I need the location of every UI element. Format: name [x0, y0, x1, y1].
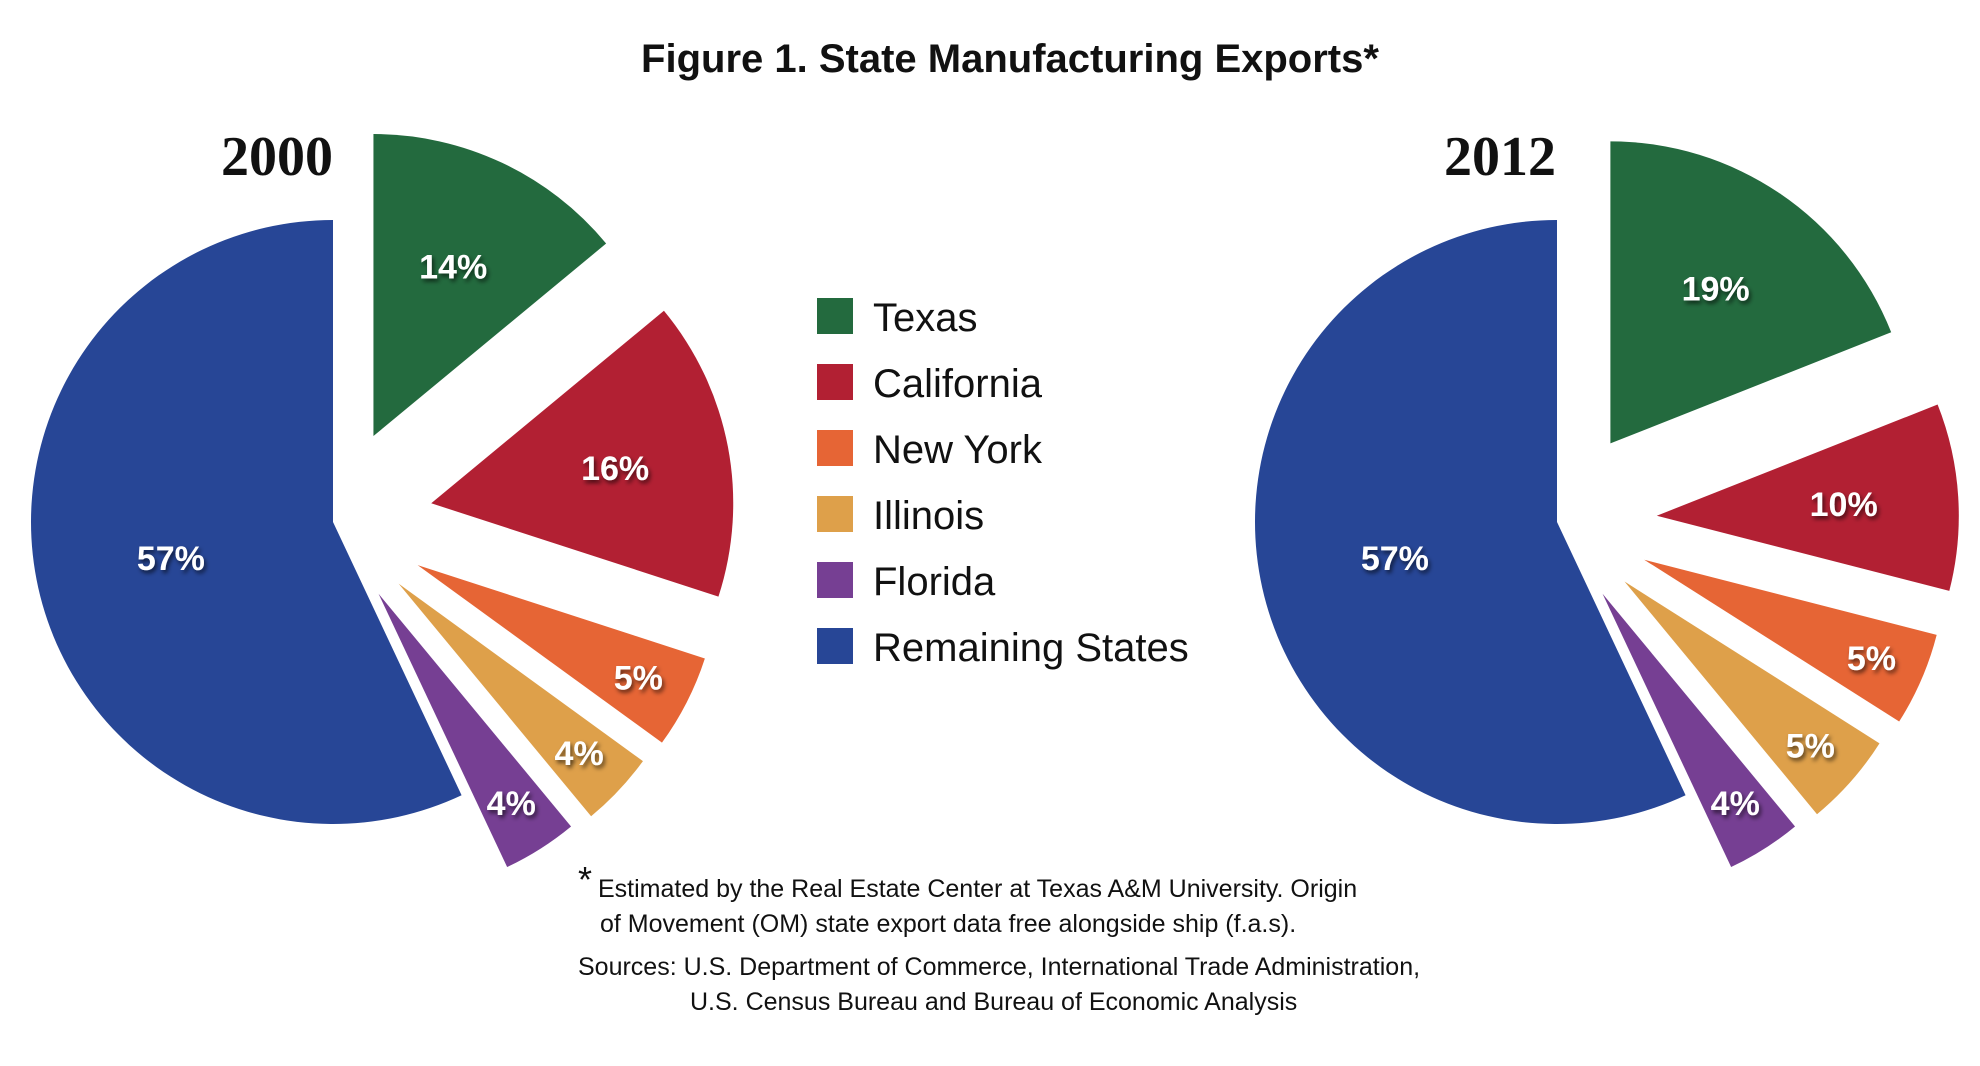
pie-slice-remaining-states — [1254, 220, 1686, 824]
pie-slice-california — [1656, 404, 1959, 591]
legend-label: Texas — [873, 296, 978, 340]
data-label: 19% — [1682, 271, 1750, 309]
data-label: 4% — [1711, 785, 1760, 823]
pie-slice-california — [431, 310, 734, 597]
legend-swatch — [817, 364, 853, 400]
data-label: 16% — [581, 450, 649, 488]
data-label: 57% — [1361, 540, 1429, 578]
data-label: 5% — [1847, 640, 1896, 678]
pie-slice-new-york — [417, 565, 705, 743]
sources-line-1: Sources: U.S. Department of Commerce, In… — [578, 953, 1420, 981]
footnote-asterisk: * — [578, 859, 592, 900]
figure-title: Figure 1. State Manufacturing Exports* — [641, 37, 1379, 81]
legend-label: New York — [873, 428, 1043, 472]
legend-swatch — [817, 298, 853, 334]
data-label: 4% — [555, 735, 604, 773]
data-label: 10% — [1810, 486, 1878, 524]
data-label: 5% — [1786, 727, 1835, 765]
data-label: 5% — [614, 660, 663, 698]
sources-line-2: U.S. Census Bureau and Bureau of Economi… — [690, 988, 1297, 1016]
pie-slice-florida — [1602, 593, 1796, 868]
data-label: 4% — [487, 785, 536, 823]
legend-label: Remaining States — [873, 626, 1189, 670]
data-label: 57% — [137, 540, 205, 578]
pie-slice-texas — [1610, 141, 1892, 444]
legend-label: California — [873, 362, 1043, 406]
legend-swatch — [817, 430, 853, 466]
legend-label: Florida — [873, 560, 996, 604]
pie-title-2012: 2012 — [1444, 126, 1556, 188]
legend-swatch — [817, 562, 853, 598]
pie-slice-texas — [373, 134, 607, 437]
legend-swatch — [817, 628, 853, 664]
footnote-line-1: Estimated by the Real Estate Center at T… — [598, 875, 1357, 903]
legend-swatch — [817, 496, 853, 532]
footnote-line-2: of Movement (OM) state export data free … — [600, 910, 1296, 938]
pie-2000: 2000 14% 16% 5% 4% 4% 57% — [30, 126, 734, 868]
pie-title-2000: 2000 — [221, 126, 333, 188]
pie-slice-new-york — [1644, 559, 1937, 722]
pie-slice-remaining-states — [30, 220, 462, 824]
footnote: * Estimated by the Real Estate Center at… — [578, 859, 1420, 1016]
pie-slice-illinois — [398, 583, 643, 817]
pie-2012: 2012 19% 10% 5% 5% 4% 57% — [1254, 126, 1959, 868]
pie-slice-illinois — [1624, 581, 1880, 815]
pie-slice-florida — [378, 593, 572, 868]
data-label: 14% — [419, 249, 487, 287]
legend-label: Illinois — [873, 494, 984, 538]
legend: Texas California New York Illinois Florida Re… — [817, 296, 1189, 670]
